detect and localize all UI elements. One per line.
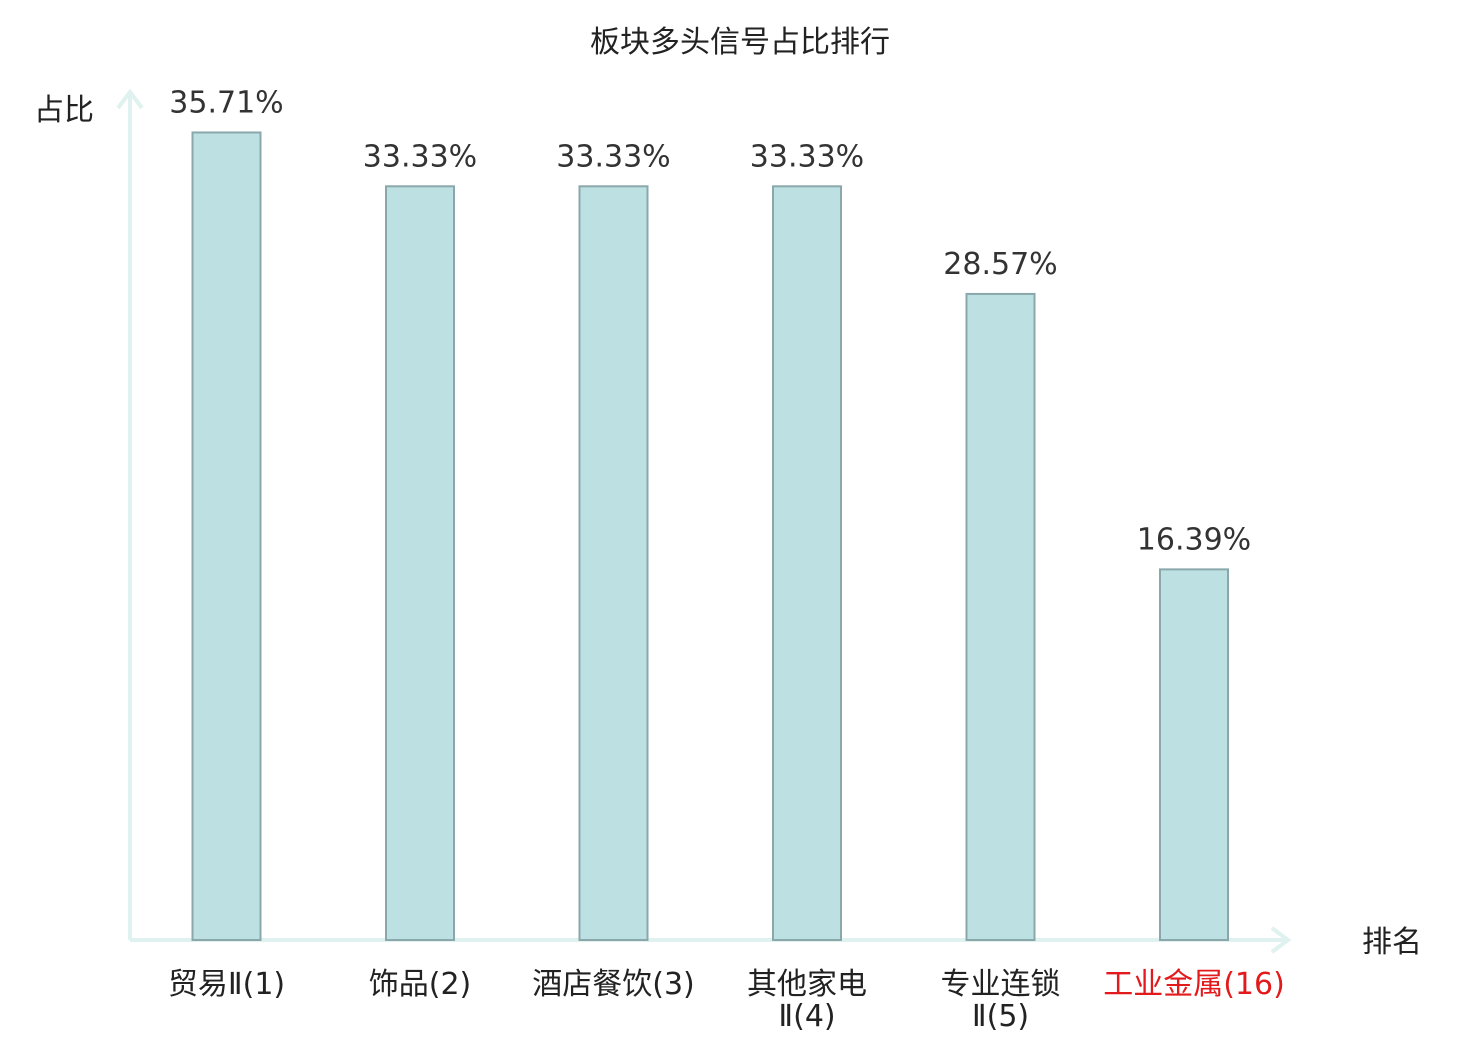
value-label-5: 28.57% [943, 247, 1057, 282]
category-label-5-line-1: 专业连锁 [941, 967, 1061, 1002]
y-axis-label: 占比 [34, 93, 94, 128]
value-label-4: 33.33% [750, 139, 864, 174]
bar-2 [385, 185, 455, 941]
y-axis-arrow-icon [116, 88, 144, 110]
axes [116, 88, 1292, 954]
value-label-6: 16.39% [1137, 522, 1251, 557]
bars-group [191, 131, 1229, 942]
value-label-1: 35.71% [169, 85, 283, 120]
value-labels-group: 35.71% 33.33% 33.33% 33.33% 28.57% 16.39% [169, 85, 1251, 557]
bar-1 [191, 131, 262, 942]
bar-3 [578, 185, 649, 941]
category-label-4-line-1: 其他家电 [747, 967, 867, 1002]
category-label-3: 酒店餐饮(3) [532, 967, 695, 1002]
value-label-2: 33.33% [363, 139, 477, 174]
value-label-3: 33.33% [556, 139, 670, 174]
bar-6 [1159, 568, 1229, 942]
category-label-2: 饰品(2) [369, 967, 472, 1002]
category-label-6: 工业金属(16) [1103, 967, 1285, 1002]
category-label-4-line-2: Ⅱ(4) [778, 999, 835, 1034]
x-axis-arrow-icon [1270, 926, 1292, 954]
bar-4 [772, 185, 842, 941]
category-label-5-line-2: Ⅱ(5) [972, 999, 1029, 1034]
chart-title: 板块多头信号占比排行 [590, 25, 890, 60]
x-axis-label: 排名 [1362, 925, 1422, 960]
bar-5 [965, 292, 1036, 941]
category-label-1: 贸易Ⅱ(1) [168, 967, 285, 1002]
